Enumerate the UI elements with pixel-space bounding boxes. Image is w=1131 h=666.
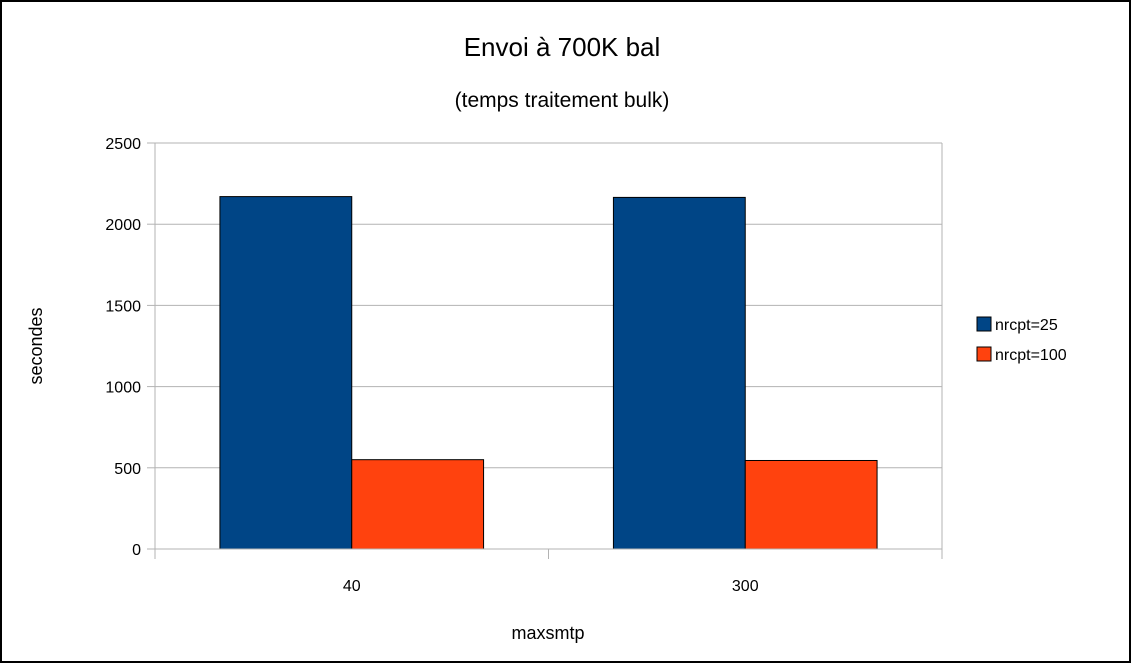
legend-label-0: nrcpt=25 bbox=[995, 317, 1058, 334]
legend: nrcpt=25 nrcpt=100 bbox=[976, 316, 1067, 364]
bar-40-series1 bbox=[351, 459, 485, 550]
legend-swatch-0 bbox=[976, 316, 992, 332]
x-axis-title: maxsmtp bbox=[511, 623, 584, 643]
chart-title: Envoi à 700K bal bbox=[464, 32, 661, 62]
legend-label-1: nrcpt=100 bbox=[995, 347, 1067, 364]
y-tick-label: 1000 bbox=[105, 380, 141, 397]
y-tick-label: 500 bbox=[114, 461, 141, 478]
y-tick-label: 2500 bbox=[105, 136, 141, 153]
legend-swatch-1 bbox=[976, 346, 992, 362]
chart-subtitle: (temps traitement bulk) bbox=[455, 89, 670, 112]
x-tick-label: 40 bbox=[343, 578, 361, 595]
y-tick-label: 1500 bbox=[105, 298, 141, 315]
plot-area: 0 500 1000 1500 2000 2500 40 300 bbox=[105, 136, 943, 595]
bar-300-series0 bbox=[612, 196, 746, 550]
y-tick-label: 0 bbox=[132, 542, 141, 559]
y-axis-title: secondes bbox=[26, 307, 46, 384]
bar-40-series0 bbox=[219, 196, 353, 550]
x-tick-label: 300 bbox=[732, 578, 759, 595]
bar-300-series1 bbox=[744, 459, 878, 550]
y-tick-label: 2000 bbox=[105, 217, 141, 234]
